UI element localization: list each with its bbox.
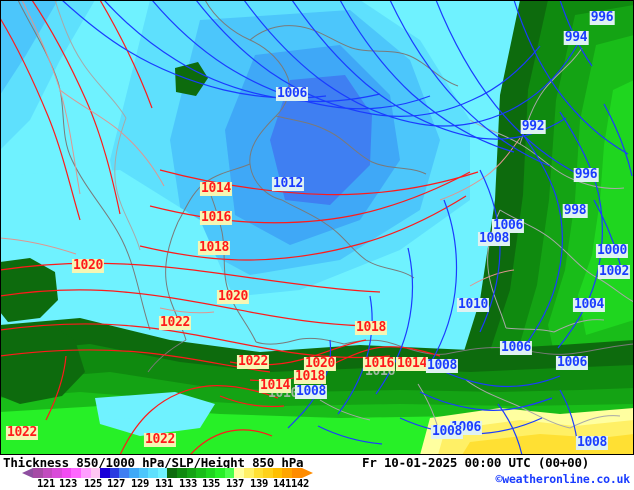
height-contour-label: 1006 (555, 355, 589, 370)
legend-tick: 127 (106, 478, 126, 490)
legend-swatch (282, 468, 293, 478)
forecast-timestamp: Fr 10-01-2025 00:00 UTC (00+00) (362, 455, 590, 470)
legend-swatch (100, 468, 110, 478)
legend-swatch (224, 468, 235, 478)
slp-isobar-faint-layer (0, 0, 521, 314)
legend-gradient-bar (33, 468, 302, 478)
height-contour-label: 1006 (491, 218, 525, 233)
chart-title: Thickness 850/1000 hPa/SLP/Height 850 hP… (3, 455, 304, 470)
height-contour-label: 1008 (425, 358, 459, 373)
legend-swatch (292, 468, 302, 478)
legend-swatch (244, 468, 254, 478)
slp-contour-label: 1014 (199, 181, 233, 196)
fill-iberia (0, 322, 85, 404)
legend-swatch (167, 468, 177, 478)
legend-tick: 139 (249, 478, 269, 490)
fill-lagoon-2 (105, 396, 130, 420)
height-contour-label: 994 (563, 30, 589, 45)
legend-swatch (33, 468, 43, 478)
legend-swatch (186, 468, 197, 478)
height-contour-label: 1008 (430, 424, 464, 439)
legend-tick: 129 (130, 478, 150, 490)
legend-swatch (196, 468, 206, 478)
height-contour-label: 1008 (294, 384, 328, 399)
legend-swatch (71, 468, 81, 478)
weather-map-canvas[interactable]: 1016 1010 1014 1016 1018 1020 1022 1020 1022 1020… (0, 0, 634, 455)
slp-contour-label: 1020 (71, 258, 105, 273)
height-contour-label: 1006 (275, 86, 309, 101)
legend-tick-labels: 121 123 125 127 129 131 133 135 137 139 141 142 (0, 478, 320, 490)
slp-contour-label: 1018 (197, 240, 231, 255)
legend-swatch (52, 468, 62, 478)
legend-tick: 135 (201, 478, 221, 490)
legend-tick: 131 (154, 478, 174, 490)
height-contour-label: 1002 (597, 264, 631, 279)
height-contour-label: 1004 (572, 297, 606, 312)
legend-tick: 137 (225, 478, 245, 490)
legend-cap-left (22, 468, 33, 478)
slp-contour-label: 1022 (143, 432, 177, 447)
slp-contour-label: 1020 (216, 289, 250, 304)
legend-swatch (148, 468, 158, 478)
legend-swatch (80, 468, 91, 478)
legend-swatch (176, 468, 187, 478)
legend-swatch (263, 468, 273, 478)
slp-contour-label: 1020 (303, 356, 337, 371)
legend-color-scale[interactable]: 121 123 125 127 129 131 133 135 137 139 141 142 (0, 468, 320, 490)
legend-swatch (90, 468, 101, 478)
legend-swatch (205, 468, 216, 478)
legend-swatch (119, 468, 129, 478)
slp-contour-label: 1014 (395, 356, 429, 371)
legend-swatch (234, 468, 245, 478)
slp-contour-label: 1022 (158, 315, 192, 330)
fill-band-f (270, 75, 372, 205)
fill-landmass-left (0, 258, 58, 322)
height-contour-label: 1006 (499, 340, 533, 355)
height-contour-label: 1010 (456, 297, 490, 312)
legend-tick: 125 (83, 478, 103, 490)
legend-swatch (272, 468, 283, 478)
legend-swatch (215, 468, 225, 478)
legend-tick: 121 (36, 478, 56, 490)
footer-bar: Thickness 850/1000 hPa/SLP/Height 850 hP… (0, 455, 634, 490)
height-contour-layer (61, 0, 633, 455)
legend-tick: 141 (272, 478, 292, 490)
slp-contour-label: 1016 (362, 356, 396, 371)
legend-swatch (253, 468, 264, 478)
slp-contour-label: 1022 (5, 425, 39, 440)
legend-swatch (157, 468, 168, 478)
height-contour-label: 1008 (575, 435, 609, 450)
height-contour-label: 992 (520, 119, 546, 134)
height-contour-label: 996 (589, 10, 615, 25)
slp-contour-label: 1014 (258, 378, 292, 393)
fill-island (175, 62, 208, 96)
height-contour-label: 1000 (595, 243, 629, 258)
legend-swatch (61, 468, 72, 478)
provider-credit[interactable]: ©weatheronline.co.uk (495, 472, 631, 486)
height-contour-label: 1012 (271, 176, 305, 191)
height-contour-label: 1008 (477, 231, 511, 246)
legend-swatch (109, 468, 120, 478)
legend-tick: 133 (178, 478, 198, 490)
slp-contour-label: 1018 (354, 320, 388, 335)
legend-swatch (128, 468, 139, 478)
slp-contour-label: 1018 (293, 369, 327, 384)
legend-swatch (42, 468, 53, 478)
slp-contour-label: 1022 (236, 354, 270, 369)
fill-band-b (0, 0, 58, 95)
height-contour-label: 996 (573, 167, 599, 182)
legend-cap-right (301, 468, 313, 478)
slp-contour-label: 1016 (199, 210, 233, 225)
legend-tick: 123 (58, 478, 78, 490)
legend-tick: 142 (290, 478, 310, 490)
legend-swatch (138, 468, 149, 478)
height-contour-label: 998 (562, 203, 588, 218)
